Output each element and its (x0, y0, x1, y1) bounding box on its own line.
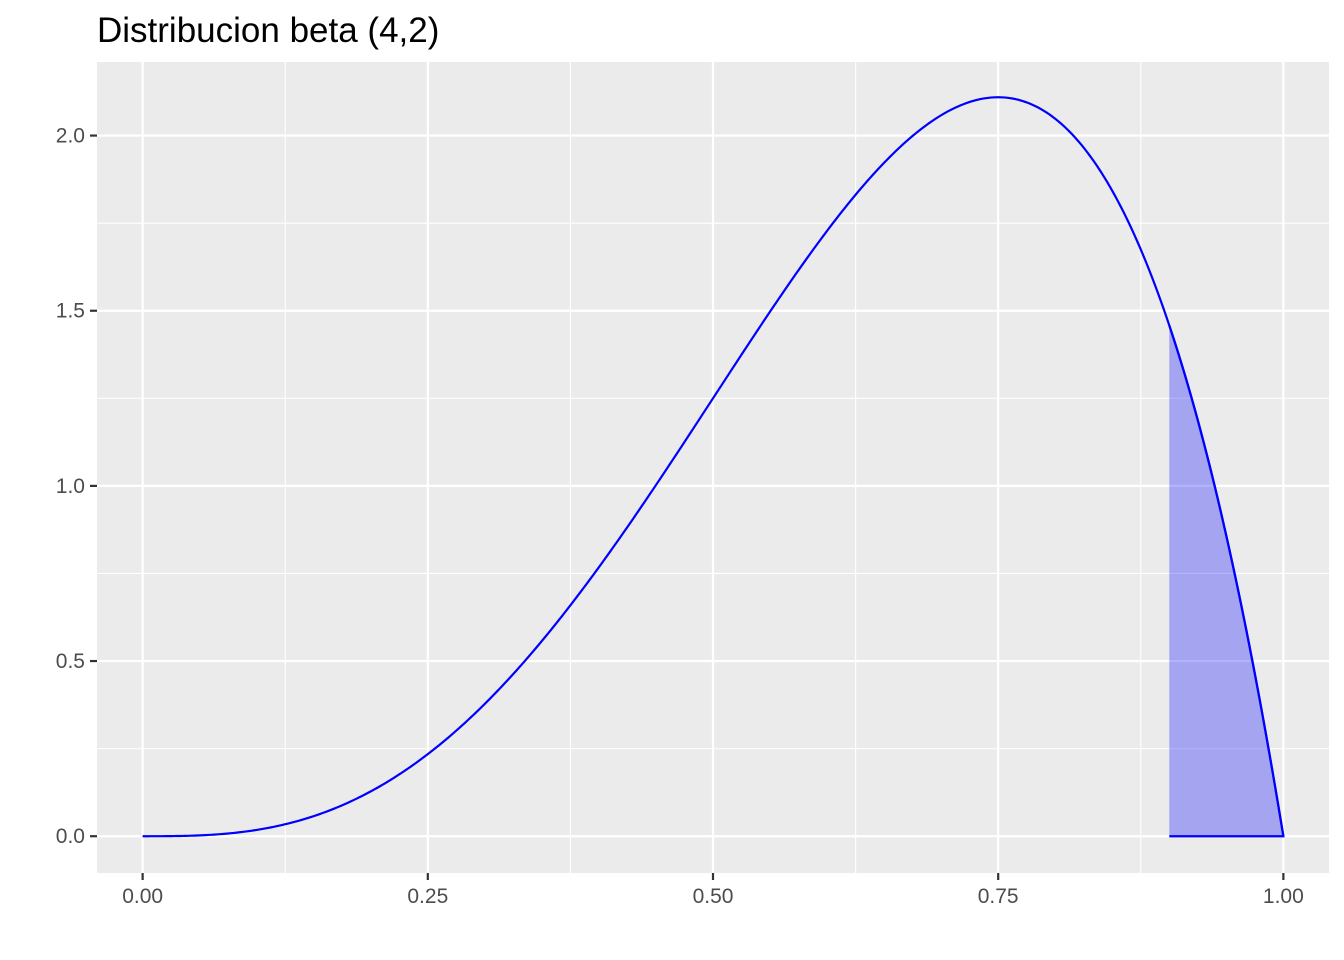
density-curve (142, 96, 1285, 838)
y-tick-label: 0.0 (56, 825, 85, 848)
y-tick-label: 2.0 (56, 125, 85, 148)
y-axis: 0.0 0.5 1.0 1.5 2.0 (56, 125, 97, 848)
chart-title: Distribucion beta (4,2) (97, 11, 439, 50)
shaded-tail-area (1169, 325, 1284, 837)
x-tick-label: 0.00 (122, 885, 163, 908)
x-axis: 0.00 0.25 0.50 0.75 1.00 (122, 873, 1304, 908)
x-tick-label: 1.00 (1263, 885, 1304, 908)
y-tick-label: 0.5 (56, 650, 85, 673)
x-tick-label: 0.75 (978, 885, 1019, 908)
x-tick-label: 0.50 (693, 885, 734, 908)
density-curve-layer (142, 96, 1285, 838)
y-tick-label: 1.0 (56, 475, 85, 498)
x-tick-label: 0.25 (407, 885, 448, 908)
y-tick-label: 1.5 (56, 300, 85, 323)
major-gridlines (97, 62, 1329, 873)
